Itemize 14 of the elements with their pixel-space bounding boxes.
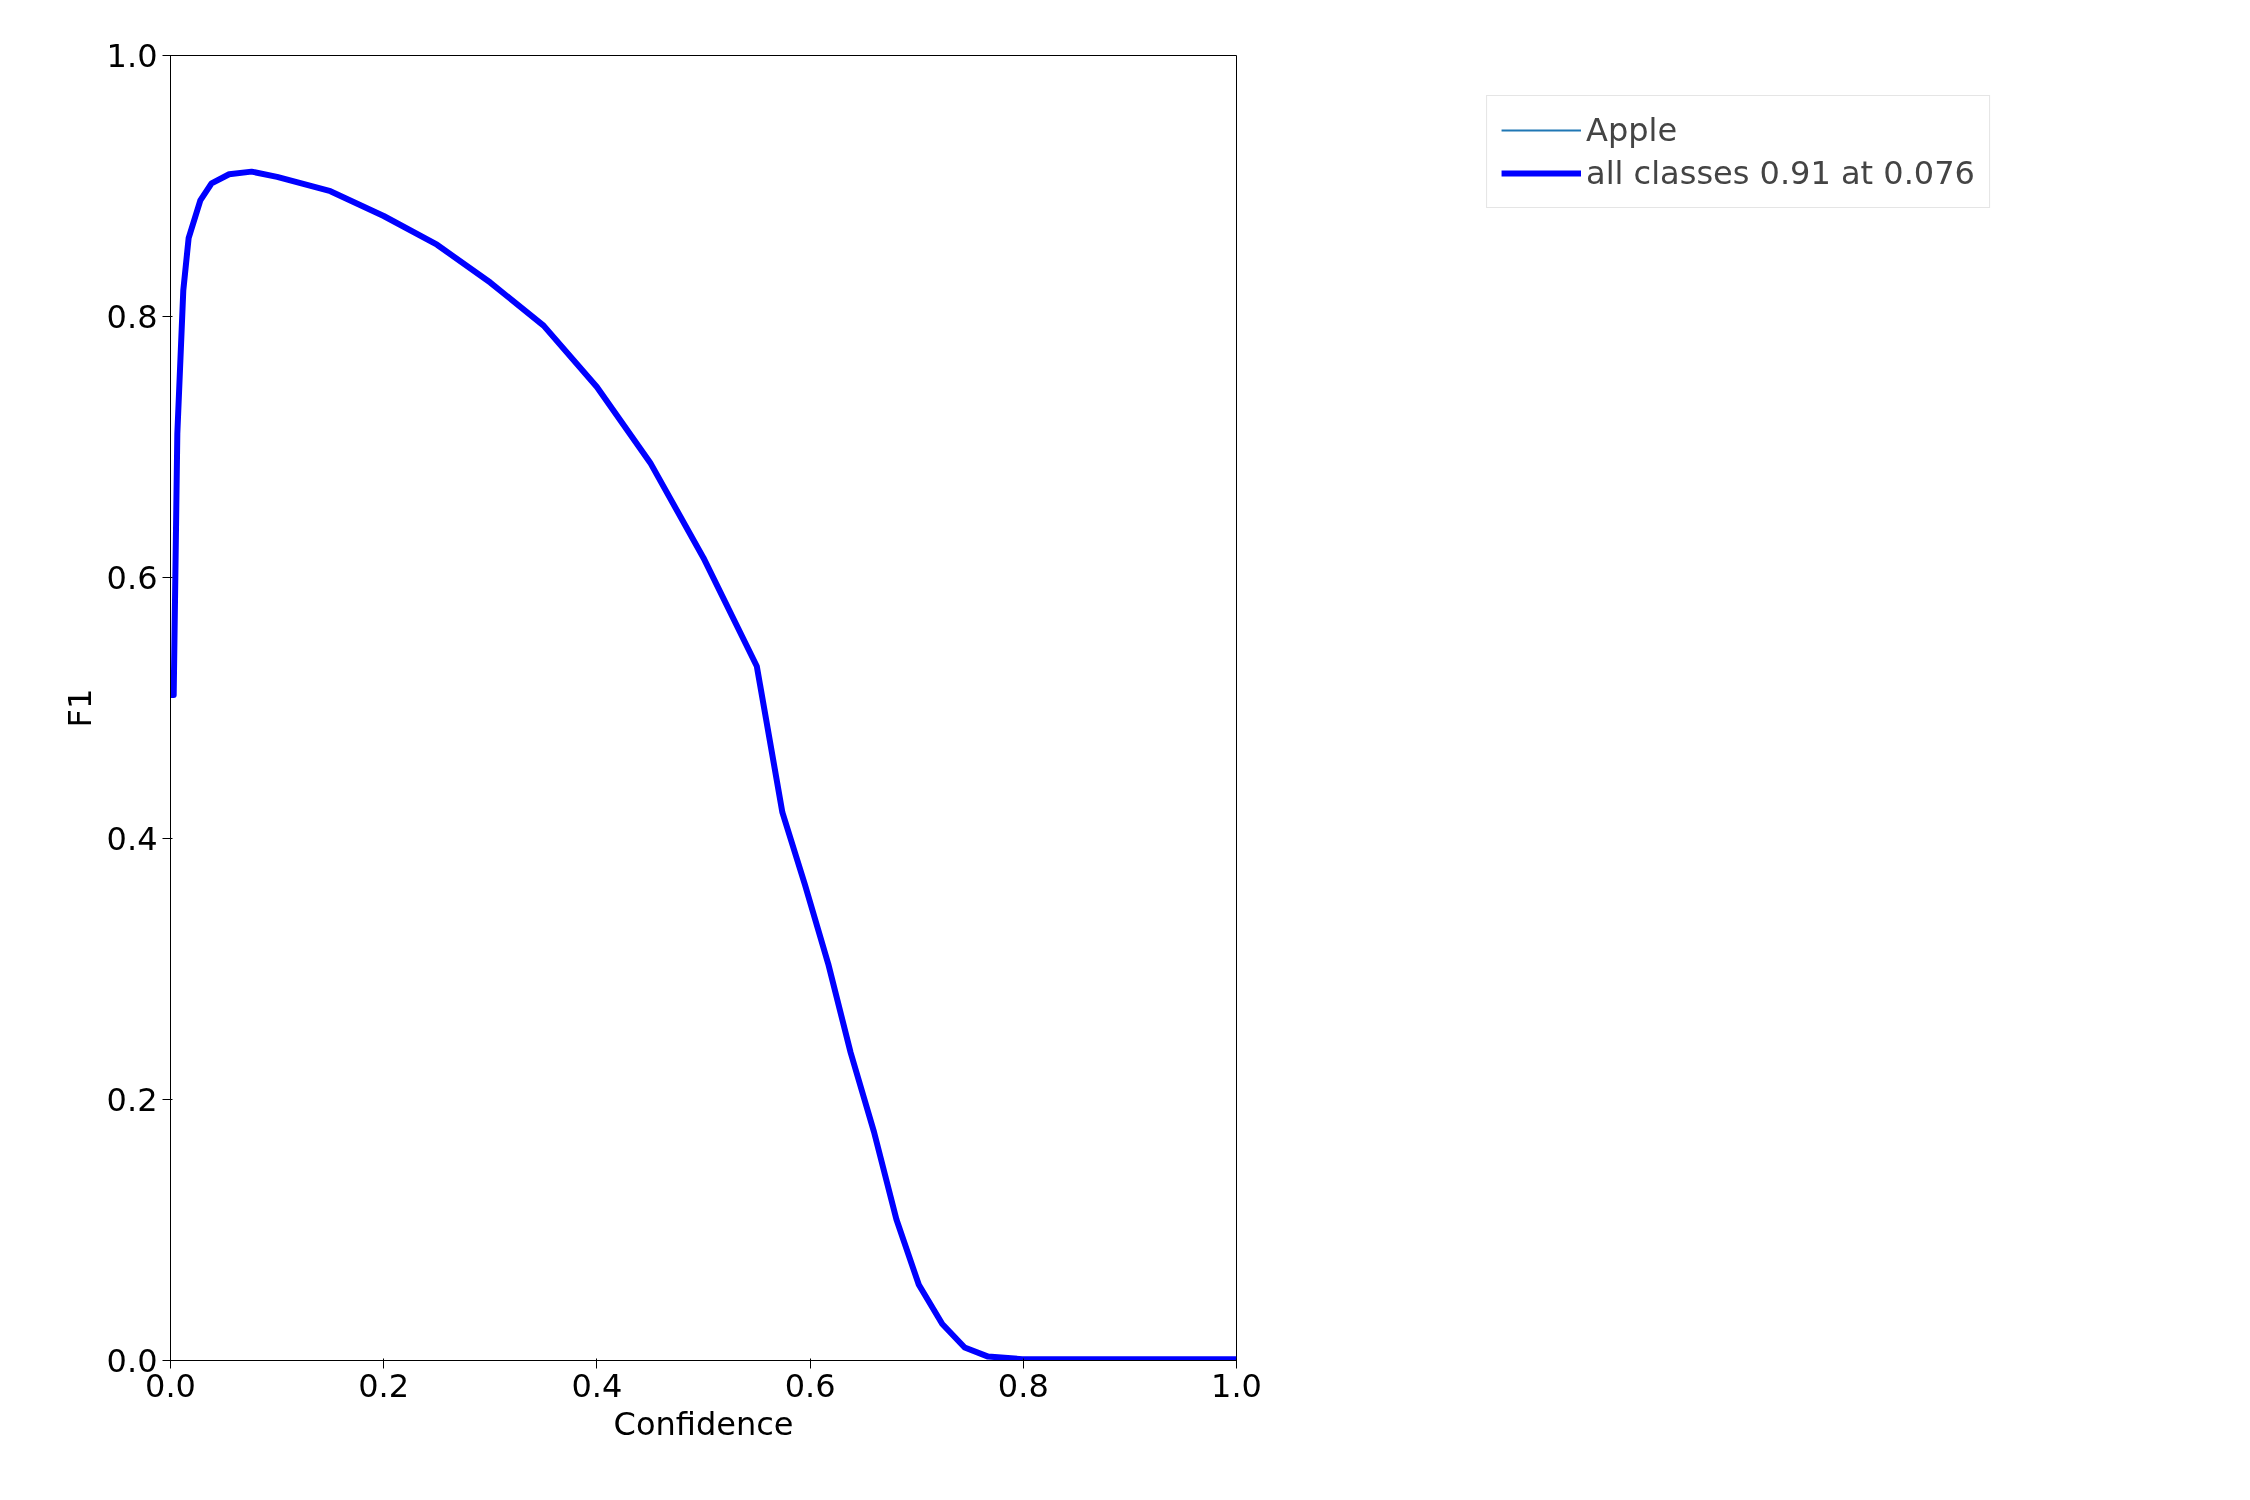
legend-label: all classes 0.91 at 0.076 xyxy=(1586,153,1975,193)
x-tick-label: 0.2 xyxy=(358,1366,410,1405)
y-tick-label: 0.8 xyxy=(106,298,158,336)
x-tick-label: 0.4 xyxy=(571,1366,623,1405)
y-tick-label: 0.4 xyxy=(106,820,158,858)
x-tick-label: 1.0 xyxy=(1211,1366,1262,1405)
x-axis-title: Confidence xyxy=(613,1404,794,1443)
x-tick-label: 0.8 xyxy=(997,1366,1049,1405)
y-tick-label: 1.0 xyxy=(106,37,158,75)
x-tick-label: 0.6 xyxy=(784,1366,836,1405)
y-tick-label: 0.2 xyxy=(106,1081,158,1119)
legend-label: Apple xyxy=(1586,110,1678,150)
y-axis-title: F1 xyxy=(60,688,99,728)
y-tick-label: 0.6 xyxy=(106,559,158,597)
